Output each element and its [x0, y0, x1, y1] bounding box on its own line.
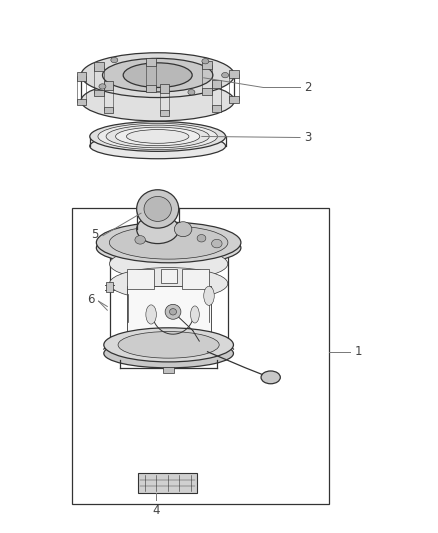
Bar — [127, 286, 211, 338]
Ellipse shape — [261, 371, 280, 384]
Bar — [94, 62, 104, 71]
Ellipse shape — [96, 222, 241, 263]
Bar — [159, 84, 169, 93]
Text: 6: 6 — [87, 293, 94, 306]
Ellipse shape — [212, 239, 222, 248]
Ellipse shape — [197, 235, 206, 242]
Ellipse shape — [204, 286, 214, 305]
Text: 4: 4 — [152, 504, 159, 516]
Ellipse shape — [90, 122, 226, 151]
Bar — [94, 90, 104, 96]
Bar — [182, 269, 209, 289]
Ellipse shape — [137, 190, 179, 228]
Bar — [146, 85, 156, 92]
Ellipse shape — [202, 59, 209, 64]
Ellipse shape — [191, 306, 199, 323]
Ellipse shape — [174, 222, 192, 237]
Ellipse shape — [111, 58, 118, 63]
Ellipse shape — [146, 305, 156, 324]
Bar — [77, 99, 86, 105]
Bar — [146, 58, 156, 66]
Ellipse shape — [106, 125, 209, 148]
Text: 5: 5 — [91, 228, 99, 241]
Ellipse shape — [127, 130, 189, 143]
Ellipse shape — [222, 72, 229, 78]
Bar — [229, 96, 239, 103]
Ellipse shape — [110, 226, 228, 259]
Text: 3: 3 — [304, 131, 312, 144]
Ellipse shape — [90, 133, 226, 159]
Bar — [202, 88, 212, 95]
Bar — [72, 208, 328, 504]
Text: 1: 1 — [355, 345, 362, 358]
Text: 2: 2 — [304, 81, 312, 94]
Bar — [106, 282, 113, 292]
Bar — [161, 269, 177, 284]
Ellipse shape — [110, 268, 228, 300]
Ellipse shape — [81, 80, 234, 121]
Ellipse shape — [144, 197, 171, 221]
Ellipse shape — [104, 328, 233, 362]
Ellipse shape — [118, 332, 219, 358]
Bar — [104, 107, 113, 113]
Bar — [159, 110, 169, 116]
Bar — [138, 473, 197, 493]
Bar — [104, 81, 113, 90]
Ellipse shape — [116, 127, 200, 146]
Bar — [202, 61, 212, 69]
Bar — [163, 367, 174, 373]
Ellipse shape — [188, 90, 195, 95]
Ellipse shape — [99, 84, 106, 89]
Bar — [229, 70, 239, 78]
Ellipse shape — [170, 309, 177, 315]
Ellipse shape — [102, 58, 213, 92]
Bar — [212, 106, 221, 112]
Ellipse shape — [96, 231, 241, 265]
Ellipse shape — [98, 123, 217, 150]
Ellipse shape — [104, 339, 233, 368]
Ellipse shape — [123, 63, 192, 87]
Ellipse shape — [137, 215, 179, 244]
Ellipse shape — [135, 236, 145, 244]
Ellipse shape — [165, 304, 181, 319]
Bar — [212, 79, 221, 88]
Ellipse shape — [81, 53, 234, 98]
Bar — [127, 269, 154, 289]
Ellipse shape — [110, 248, 228, 280]
Bar — [77, 72, 86, 80]
